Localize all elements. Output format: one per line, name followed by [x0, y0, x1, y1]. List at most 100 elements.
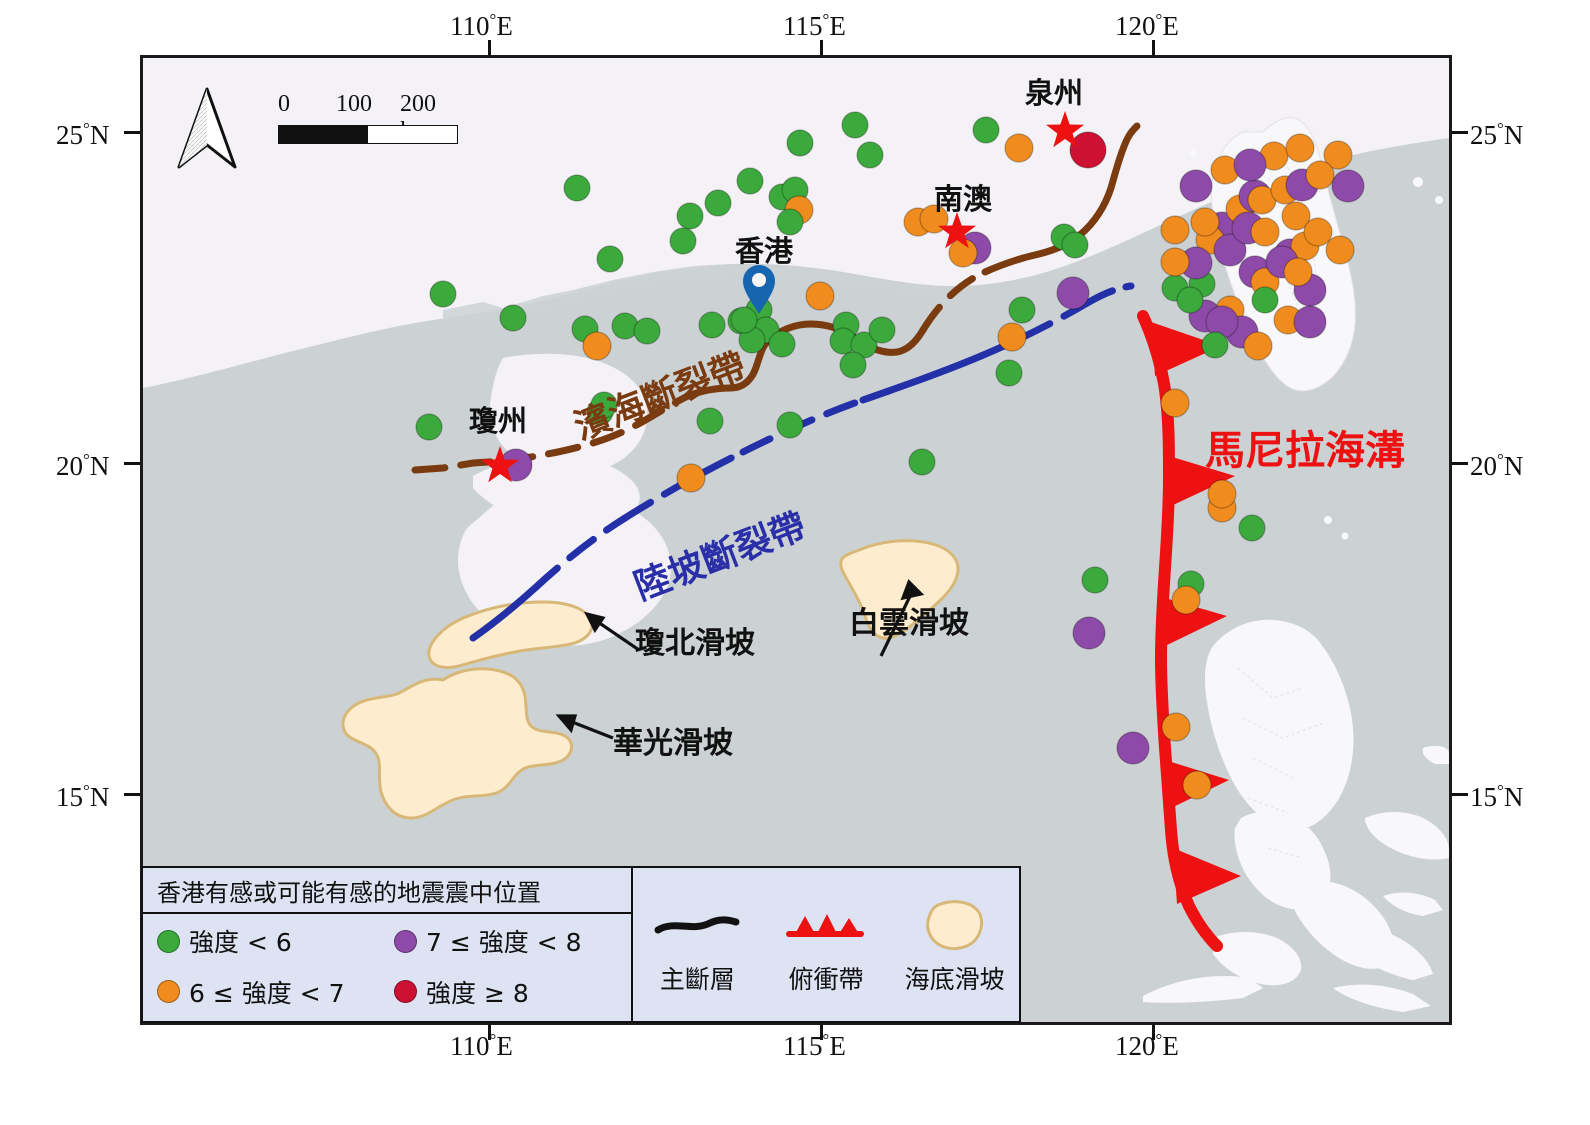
earthquake-marker[interactable] — [429, 280, 457, 308]
earthquake-marker[interactable] — [776, 411, 804, 439]
islands-far-e — [1422, 745, 1449, 764]
earthquake-marker[interactable] — [1243, 331, 1273, 361]
legend-label-mag-ge-8: 強度 ≥ 8 — [426, 978, 529, 1008]
earthquake-marker[interactable] — [1303, 217, 1333, 247]
earthquake-marker[interactable] — [1160, 388, 1190, 418]
luzon-internal-borders — [1237, 667, 1324, 859]
earthquake-marker[interactable] — [1293, 305, 1327, 339]
label-quanzhou: 泉州 — [1025, 76, 1084, 110]
axis-top-label-115E: 115°E — [783, 10, 846, 41]
tick-top-120 — [1152, 40, 1155, 56]
earthquake-marker[interactable] — [596, 245, 624, 273]
earthquake-marker[interactable] — [1201, 331, 1229, 359]
earthquake-marker[interactable] — [1069, 131, 1107, 169]
earthquake-marker[interactable] — [1281, 201, 1311, 231]
earthquake-marker[interactable] — [1004, 133, 1034, 163]
earthquake-marker[interactable] — [805, 281, 835, 311]
earthquake-marker[interactable] — [856, 141, 884, 169]
map-legend[interactable]: 香港有感或可能有感的地震震中位置 強度 < 6 7 ≤ 強度 < 8 6 ≤ 強… — [141, 866, 1021, 1023]
earthquake-marker[interactable] — [698, 311, 726, 339]
earthquake-marker[interactable] — [1331, 169, 1365, 203]
earthquake-marker[interactable] — [850, 331, 878, 359]
earthquake-marker[interactable] — [676, 202, 704, 230]
earthquake-marker[interactable] — [582, 331, 612, 361]
legend-item-mag-lt-6[interactable]: 強度 < 6 — [157, 923, 394, 959]
earthquake-marker[interactable] — [1323, 140, 1353, 170]
earthquake-marker[interactable] — [1179, 169, 1213, 203]
earthquake-marker[interactable] — [1161, 712, 1191, 742]
earthquake-marker[interactable] — [1182, 770, 1212, 800]
earthquake-marker[interactable] — [1008, 296, 1036, 324]
earthquake-marker[interactable] — [868, 316, 896, 344]
earthquake-marker[interactable] — [1207, 479, 1237, 509]
label-qiongbei-landslide: 瓊北滑坡 — [635, 626, 755, 661]
star-nanao[interactable] — [938, 212, 976, 249]
islet-4 — [1324, 516, 1332, 524]
tick-left-15 — [124, 793, 140, 796]
earthquake-marker[interactable] — [841, 111, 869, 139]
earthquake-marker[interactable] — [1213, 233, 1247, 267]
star-qiongzhou[interactable] — [481, 446, 519, 483]
earthquake-marker[interactable] — [997, 322, 1027, 352]
earthquake-marker[interactable] — [669, 227, 697, 255]
legend-item-subduction-zone[interactable]: 俯衝帶 — [762, 868, 891, 1021]
earthquake-marker[interactable] — [1072, 616, 1106, 650]
earthquake-marker[interactable] — [786, 129, 814, 157]
earthquake-marker[interactable] — [563, 174, 591, 202]
earthquake-marker[interactable] — [908, 448, 936, 476]
earthquake-marker[interactable] — [1251, 286, 1279, 314]
legend-dot-purple — [394, 929, 417, 953]
earthquake-marker[interactable] — [1176, 286, 1204, 314]
legend-dot-orange — [157, 980, 180, 1004]
legend-item-mag-6-to-7[interactable]: 6 ≤ 強度 < 7 — [157, 974, 394, 1010]
legend-magnitude-items: 強度 < 6 7 ≤ 強度 < 8 6 ≤ 強度 < 7 強度 ≥ 8 — [143, 914, 631, 1021]
earthquake-marker[interactable] — [415, 413, 443, 441]
earthquake-marker[interactable] — [1285, 133, 1315, 163]
star-quanzhou[interactable] — [1046, 111, 1084, 148]
islands-sw — [1333, 984, 1431, 1012]
legend-item-main-fault[interactable]: 主斷層 — [633, 868, 762, 1021]
earthquake-marker[interactable] — [696, 407, 724, 435]
earthquake-marker[interactable] — [633, 317, 661, 345]
earthquake-marker[interactable] — [1056, 276, 1090, 310]
earthquake-marker[interactable] — [1061, 231, 1089, 259]
earthquake-marker[interactable] — [1325, 235, 1355, 265]
earthquake-marker[interactable] — [768, 330, 796, 358]
earthquake-marker[interactable] — [676, 463, 706, 493]
earthquake-marker[interactable] — [1171, 585, 1201, 615]
map-frame[interactable]: 0 100 200 km 香港 泉州 南澳 瓊州 濱海斷裂帶 陸坡斷裂帶 馬尼拉… — [140, 55, 1452, 1025]
legend-symbol-panel: 主斷層 俯衝帶 海底滑 — [633, 868, 1019, 1021]
historic-event-stars — [481, 111, 1084, 483]
earthquake-marker[interactable] — [590, 391, 618, 419]
legend-title: 香港有感或可能有感的地震震中位置 — [143, 868, 631, 914]
earthquake-marker[interactable] — [972, 116, 1000, 144]
axis-top-label-120E: 120°E — [1115, 10, 1179, 41]
earthquake-marker[interactable] — [1116, 731, 1150, 765]
earthquake-marker[interactable] — [1305, 160, 1335, 190]
earthquake-marker[interactable] — [1233, 148, 1267, 182]
legend-item-mag-7-to-8[interactable]: 7 ≤ 強度 < 8 — [394, 923, 631, 959]
earthquake-marker[interactable] — [1283, 257, 1313, 287]
earthquake-marker[interactable] — [704, 189, 732, 217]
subduction-zone-icon — [781, 894, 871, 956]
earthquake-marker[interactable] — [1160, 215, 1190, 245]
earthquake-marker[interactable] — [736, 167, 764, 195]
earthquake-marker[interactable] — [499, 304, 527, 332]
earthquake-marker[interactable] — [730, 306, 758, 334]
legend-item-submarine-landslide[interactable]: 海底滑坡 — [890, 868, 1019, 1021]
axis-left-label-25N: 25°N — [56, 119, 110, 150]
scale-bar-graphic — [278, 125, 458, 144]
visayas-islands-2 — [1327, 926, 1433, 980]
earthquake-marker[interactable] — [995, 359, 1023, 387]
earthquake-marker[interactable] — [1160, 247, 1190, 277]
legend-item-mag-ge-8[interactable]: 強度 ≥ 8 — [394, 974, 631, 1010]
axis-bottom-label-115E: 115°E — [783, 1030, 846, 1061]
earthquake-marker[interactable] — [1081, 566, 1109, 594]
earthquake-marker[interactable] — [839, 351, 867, 379]
earthquake-marker[interactable] — [776, 208, 804, 236]
legend-label-mag-6-to-7: 6 ≤ 強度 < 7 — [189, 978, 345, 1008]
earthquake-marker[interactable] — [1190, 207, 1220, 237]
earthquake-marker[interactable] — [1250, 217, 1280, 247]
earthquake-marker[interactable] — [1238, 514, 1266, 542]
